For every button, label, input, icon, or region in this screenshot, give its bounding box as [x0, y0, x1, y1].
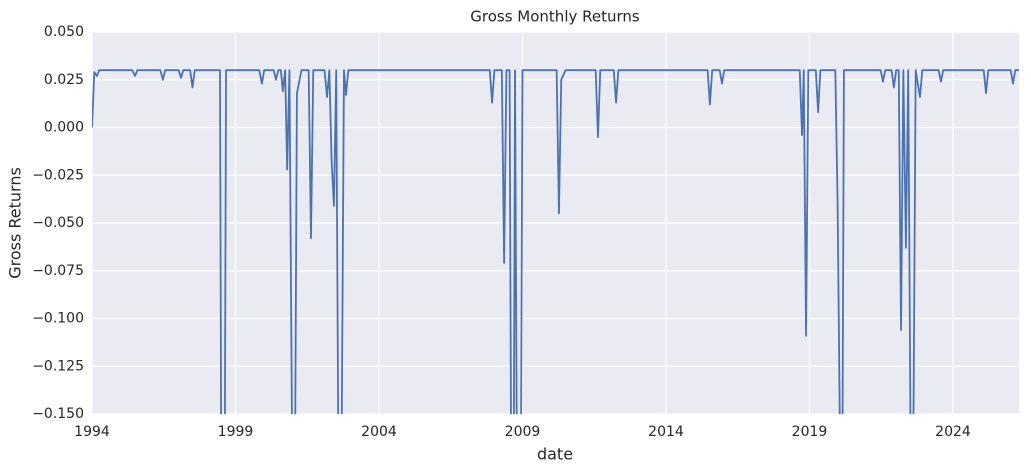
y-tick-label: −0.025 — [32, 167, 84, 183]
y-tick-label: −0.075 — [32, 263, 84, 279]
y-tick-label: −0.100 — [32, 311, 84, 327]
y-tick-label: 0.025 — [44, 72, 84, 88]
x-tick-label: 2004 — [361, 424, 397, 440]
y-tick-label: 0.000 — [44, 120, 84, 136]
data-line — [92, 69, 1019, 414]
y-tick-label: −0.150 — [32, 406, 84, 422]
y-tick-label: 0.050 — [44, 24, 84, 40]
chart-title: Gross Monthly Returns — [470, 8, 640, 26]
x-tick-label: 1994 — [74, 424, 110, 440]
x-tick-label: 2009 — [505, 424, 541, 440]
x-tick-label: 2014 — [648, 424, 684, 440]
x-axis-label: date — [537, 445, 573, 464]
y-axis-label: Gross Returns — [6, 167, 25, 279]
y-tick-label: −0.050 — [32, 215, 84, 231]
x-tick-label: 2024 — [935, 424, 971, 440]
x-tick-label: 2019 — [792, 424, 828, 440]
y-tick-label: −0.125 — [32, 358, 84, 374]
x-tick-label: 1999 — [218, 424, 254, 440]
